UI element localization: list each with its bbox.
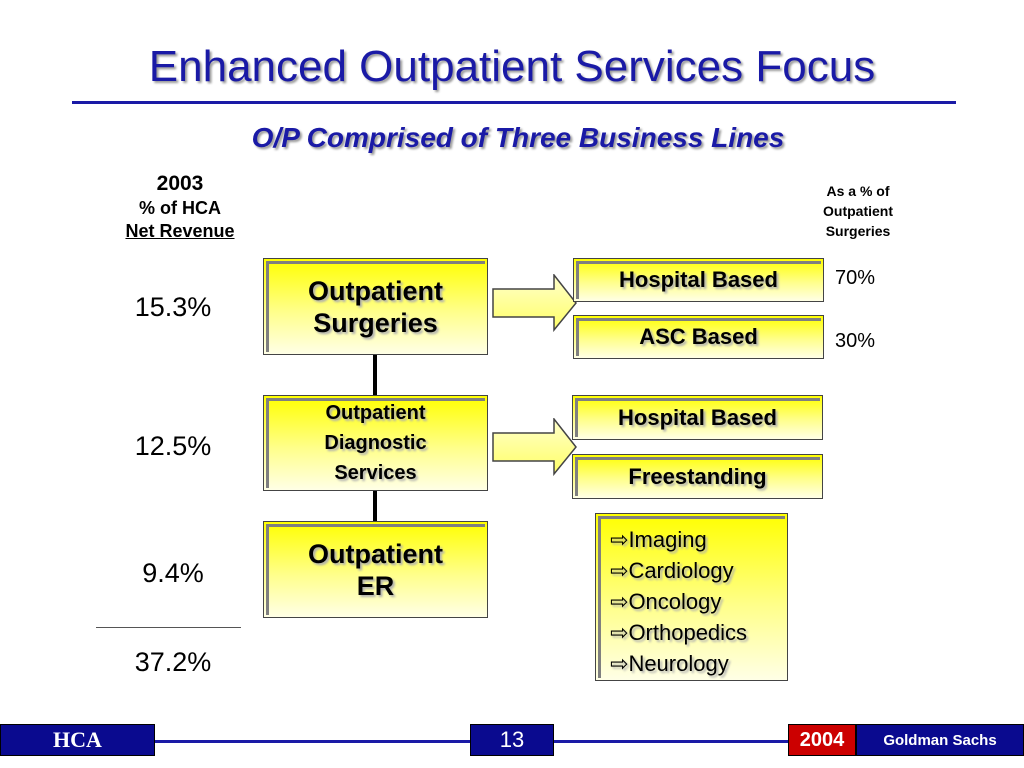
share-header-line2: Outpatient xyxy=(823,203,893,219)
share-column-header: As a % of Outpatient Surgeries xyxy=(790,181,926,241)
revenue-pct-surgeries: 15.3% xyxy=(134,292,212,322)
revenue-header-line3: Net Revenue xyxy=(125,221,235,241)
revenue-pct-total: 37.2% xyxy=(134,647,212,677)
list-item: ⇨Imaging xyxy=(610,527,707,552)
total-divider xyxy=(96,627,241,628)
arrow-bullet-icon: ⇨ xyxy=(610,527,629,552)
list-item: ⇨Neurology xyxy=(610,651,729,676)
box-label-line: Outpatient xyxy=(308,275,443,306)
box-label-line: Diagnostic xyxy=(324,432,427,454)
revenue-pct-diagnostic: 12.5% xyxy=(134,431,212,461)
list-item: ⇨Oncology xyxy=(610,589,722,614)
box-label-line: Outpatient xyxy=(325,402,426,424)
share-header-line1: As a % of xyxy=(826,183,890,199)
revenue-column-header: 2003 % of HCA Net Revenue xyxy=(100,172,260,242)
box-label-line: Outpatient xyxy=(308,538,443,569)
box-diagnostic-freestanding: Freestanding xyxy=(572,454,823,499)
sub-line-label: ASC Based xyxy=(639,324,758,349)
box-label-line: ER xyxy=(356,570,395,601)
page-subtitle: O/P Comprised of Three Business Lines xyxy=(251,122,785,153)
list-item: ⇨Cardiology xyxy=(610,558,734,583)
footer-logo-goldman-sachs: Goldman Sachs xyxy=(856,724,1024,756)
arrow-bullet-icon: ⇨ xyxy=(610,651,629,676)
sub-line-label: Hospital Based xyxy=(619,267,778,292)
share-header-line3: Surgeries xyxy=(825,223,891,239)
box-outpatient-surgeries: Outpatient Surgeries xyxy=(263,258,488,355)
page-title: Enhanced Outpatient Services Focus xyxy=(148,42,876,91)
footer-year: 2004 xyxy=(788,724,856,756)
page-number: 13 xyxy=(470,724,554,756)
connector-line xyxy=(373,490,377,522)
sub-line-label: Hospital Based xyxy=(618,404,777,430)
list-item: ⇨Orthopedics xyxy=(610,620,748,645)
revenue-header-year: 2003 xyxy=(156,172,204,195)
revenue-pct-er: 9.4% xyxy=(142,558,204,588)
er-services-list: ⇨Imaging ⇨Cardiology ⇨Oncology ⇨Orthoped… xyxy=(595,513,788,681)
sub-line-label: Freestanding xyxy=(628,463,767,489)
box-outpatient-er: Outpatient ER xyxy=(263,521,488,618)
box-outpatient-diagnostic: Outpatient Diagnostic Services xyxy=(263,395,488,491)
share-hospital-based: 70% xyxy=(835,267,876,289)
arrow-right-icon xyxy=(492,274,577,332)
share-asc-based: 30% xyxy=(835,330,876,352)
arrow-right-icon xyxy=(492,418,577,476)
arrow-bullet-icon: ⇨ xyxy=(610,558,629,583)
box-surgery-hospital-based: Hospital Based xyxy=(573,258,824,302)
box-diagnostic-hospital-based: Hospital Based xyxy=(572,395,823,440)
arrow-bullet-icon: ⇨ xyxy=(610,589,629,614)
footer-logo-hca: HCA xyxy=(0,724,155,756)
connector-line xyxy=(373,354,377,396)
arrow-bullet-icon: ⇨ xyxy=(610,620,629,645)
title-divider xyxy=(72,101,956,104)
box-surgery-asc-based: ASC Based xyxy=(573,315,824,359)
box-label-line: Surgeries xyxy=(313,307,438,338)
revenue-header-line2: % of HCA xyxy=(139,198,221,218)
box-label-line: Services xyxy=(334,462,417,484)
